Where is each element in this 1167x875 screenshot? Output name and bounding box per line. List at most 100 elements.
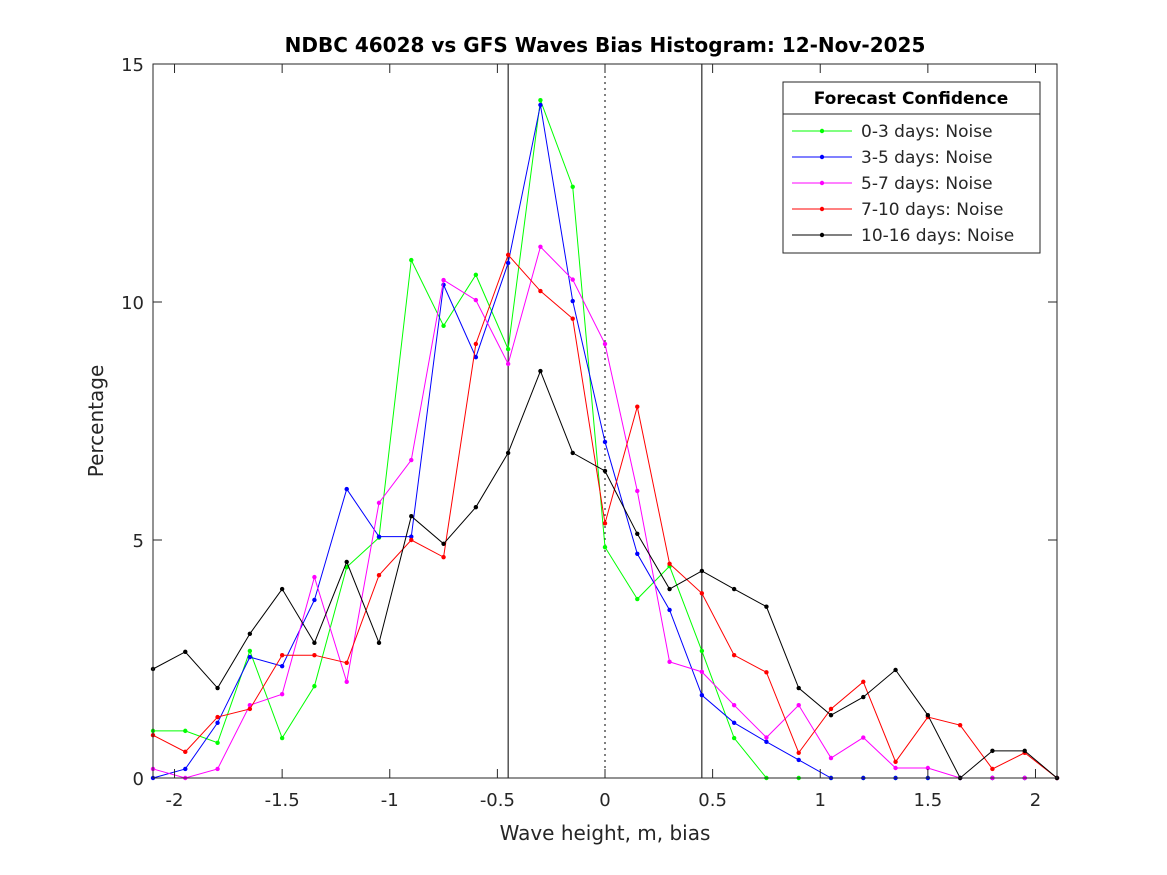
legend-entry-label: 10-16 days: Noise — [861, 226, 1014, 246]
y-axis-label: Percentage — [84, 365, 108, 478]
data-point — [279, 652, 285, 658]
data-point — [764, 735, 769, 740]
legend-entry-label: 0-3 days: Noise — [861, 122, 993, 142]
legend-entry-label: 7-10 days: Noise — [861, 200, 1003, 220]
data-point — [473, 341, 479, 347]
data-point — [538, 288, 543, 294]
data-point — [538, 244, 543, 249]
chart-title: NDBC 46028 vs GFS Waves Bias Histogram: … — [285, 33, 926, 57]
data-point — [602, 468, 608, 474]
legend-entry-label: 3-5 days: Noise — [861, 148, 993, 168]
series-line — [152, 245, 1057, 779]
data-point — [505, 361, 511, 367]
data-point — [635, 551, 640, 557]
data-point — [279, 586, 285, 592]
data-point — [764, 604, 769, 609]
data-point — [635, 488, 640, 494]
data-point — [796, 702, 801, 708]
data-point — [667, 561, 672, 566]
data-point — [893, 765, 898, 771]
x-tick-label: 0.5 — [698, 790, 727, 811]
data-point — [215, 685, 220, 691]
data-point — [538, 102, 543, 108]
series-4 — [150, 368, 1060, 781]
legend-box — [782, 81, 1041, 254]
data-point — [699, 591, 705, 596]
data-point — [247, 654, 253, 660]
data-point — [570, 184, 575, 190]
data-point — [215, 740, 220, 745]
data-point — [570, 277, 575, 282]
data-point — [796, 685, 801, 691]
legend-swatch-marker — [819, 206, 825, 212]
data-point — [215, 714, 220, 720]
data-point — [376, 573, 382, 578]
data-point — [247, 631, 253, 636]
data-point — [1022, 748, 1027, 754]
data-point — [409, 534, 414, 539]
y-tick-label: 0 — [133, 769, 144, 790]
data-point — [376, 500, 382, 506]
data-point — [602, 439, 608, 445]
data-point — [602, 544, 608, 550]
data-point — [183, 766, 188, 772]
data-point — [505, 260, 511, 266]
y-tick-label: 15 — [121, 55, 144, 76]
data-point — [602, 521, 608, 526]
x-tick-label: -2 — [166, 790, 184, 811]
data-point — [764, 670, 769, 675]
data-point — [925, 765, 931, 771]
series-2 — [150, 244, 1060, 781]
legend-entry-label: 5-7 days: Noise — [861, 174, 993, 194]
data-point — [796, 757, 801, 763]
data-point — [409, 537, 414, 543]
data-point — [893, 667, 898, 673]
data-point — [699, 692, 705, 698]
x-axis-label: Wave height, m, bias — [500, 821, 711, 845]
data-point — [312, 683, 317, 689]
data-point — [312, 597, 317, 603]
data-point — [731, 735, 737, 741]
x-tick-label: -1.5 — [265, 790, 300, 811]
data-point — [731, 586, 737, 592]
series-3 — [150, 252, 1060, 781]
x-tick-label: -1 — [381, 790, 399, 811]
data-point — [473, 272, 479, 278]
data-point — [635, 531, 640, 537]
data-point — [183, 749, 188, 755]
y-tick-label: 10 — [121, 293, 144, 314]
data-point — [635, 596, 640, 602]
data-point — [473, 355, 479, 360]
data-point — [441, 541, 446, 547]
data-point — [731, 652, 737, 658]
data-point — [925, 712, 931, 718]
series-line — [152, 253, 1058, 779]
data-point — [312, 640, 317, 646]
data-point — [505, 252, 511, 258]
data-point — [538, 368, 543, 374]
x-tick-label: 1.5 — [914, 790, 943, 811]
x-tick-label: 2 — [1030, 790, 1041, 811]
data-point — [344, 679, 349, 685]
data-point — [215, 766, 220, 772]
data-point — [312, 574, 317, 580]
data-point — [409, 514, 414, 519]
data-point — [828, 706, 834, 712]
data-point — [828, 712, 834, 718]
x-tick-label: 1 — [815, 790, 826, 811]
data-point — [376, 534, 382, 539]
data-point — [602, 341, 608, 347]
data-point — [635, 404, 640, 409]
data-point — [731, 702, 737, 708]
data-point — [473, 504, 479, 510]
data-point — [990, 748, 995, 754]
data-point — [473, 297, 479, 303]
data-point — [699, 568, 705, 574]
data-point — [796, 750, 801, 755]
data-point — [344, 486, 349, 492]
data-point — [570, 316, 575, 321]
data-point — [699, 669, 705, 675]
data-point — [828, 755, 834, 761]
data-point — [699, 648, 705, 654]
